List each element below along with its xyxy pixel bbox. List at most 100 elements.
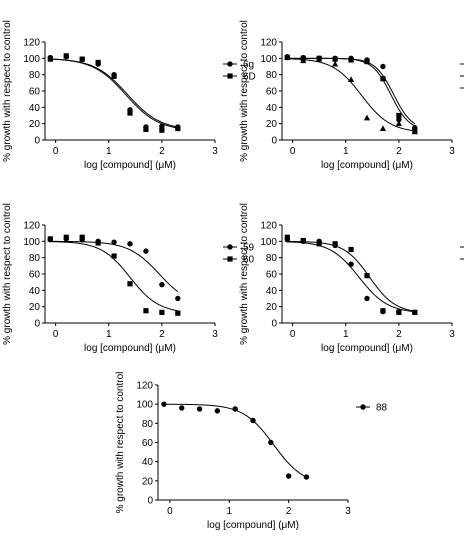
data-point-25 [380,63,386,70]
data-point-84 [396,309,402,315]
data-point-33 [300,57,307,64]
x-tick-label: 0 [290,146,296,157]
fit-curve-33 [287,58,415,132]
data-point-59 [143,248,149,254]
data-point-84 [300,237,306,244]
y-tick-label: 120 [23,38,40,49]
data-point-60 [175,310,181,316]
x-tick-label: 3 [212,146,218,157]
data-point-33 [411,128,418,135]
data-point-60 [127,281,133,287]
y-tick-label: 120 [260,38,277,49]
y-tick-label: 20 [142,476,154,487]
data-point-6D [63,53,69,59]
x-tick-label: 2 [396,329,402,340]
legend-label: 6D [243,72,256,83]
fit-curve-25 [287,57,416,125]
x-axis-title: log [compound] (μM) [84,160,176,171]
x-tick-label: 3 [212,329,218,340]
data-point-88 [303,474,310,480]
y-tick-label: 60 [29,87,41,98]
data-point-33 [284,54,291,60]
data-point-6D [127,110,133,116]
x-tick-label: 3 [345,506,351,517]
data-point-60 [95,240,101,246]
data-point-60 [111,253,117,259]
data-point-88 [250,417,256,424]
data-point-32 [348,57,354,63]
y-tick-label: 0 [271,136,277,147]
y-tick-label: 80 [29,253,41,264]
y-tick-label: 60 [29,270,41,281]
y-axis-title: % growth with respect to control [2,203,13,345]
chart-panel-4: 0 20 40 60 80 100 120 0 1 2 3 log [compound] (μM) % … [239,203,464,354]
y-tick-label: 0 [34,319,40,330]
x-tick-label: 0 [53,329,59,340]
data-point-32 [380,76,386,82]
legend-marker-6g [227,61,233,67]
x-tick-label: 2 [396,146,402,157]
y-tick-label: 80 [266,253,278,264]
data-point-88 [285,473,292,479]
data-point-59 [175,295,181,302]
data-point-33 [332,60,339,67]
x-tick-label: 1 [226,506,232,517]
data-point-33 [347,76,355,82]
y-axis-title: % growth with respect to control [115,372,126,514]
x-tick-label: 1 [343,329,349,340]
y-tick-label: 80 [266,70,278,81]
data-point-84 [332,241,338,247]
y-tick-label: 100 [136,400,153,411]
data-point-6D [47,56,53,62]
data-point-6D [143,126,149,132]
data-point-76 [348,261,354,267]
data-point-25 [396,116,402,123]
data-point-59 [111,239,117,245]
fit-curve-60 [50,241,178,312]
data-point-76 [364,295,370,302]
y-tick-label: 60 [266,270,278,281]
chart-panel-5: 0 20 40 60 80 100 120 0 1 2 3 log [compound] (μM) % … [115,372,388,531]
x-axis-title: log [compound] (μM) [321,343,413,354]
data-point-84 [348,246,354,253]
y-tick-label: 20 [29,119,41,130]
x-tick-label: 0 [167,506,173,517]
x-tick-label: 3 [449,146,455,157]
fit-curve-88 [163,403,307,478]
y-tick-label: 100 [260,54,277,65]
x-tick-label: 2 [159,146,165,157]
y-tick-label: 40 [142,457,154,468]
y-tick-label: 80 [29,70,41,81]
legend-marker-6D [227,73,233,79]
y-tick-label: 20 [266,119,278,130]
x-tick-label: 0 [53,146,59,157]
data-point-88 [161,401,167,407]
data-point-60 [79,234,85,240]
x-tick-label: 2 [286,506,292,517]
legend-label: 88 [376,403,388,414]
fit-curve-84 [287,240,415,312]
x-axis-title: log [compound] (μM) [321,160,413,171]
y-tick-label: 40 [266,286,278,297]
y-tick-label: 100 [23,54,40,65]
chart-panel-1: 0 20 40 60 80 100 120 0 1 2 3 log [compound] (μM) % … [2,20,256,171]
x-tick-label: 2 [159,329,165,340]
data-point-6D [159,127,165,133]
y-tick-label: 40 [29,103,41,114]
data-point-88 [214,408,221,414]
legend-label: 60 [243,255,255,266]
y-axis-title: % growth with respect to control [239,20,250,162]
data-point-6D [175,125,181,132]
x-axis-title: log [compound] (μM) [207,520,299,531]
y-tick-label: 80 [142,419,154,430]
y-tick-label: 120 [23,221,40,232]
data-point-60 [159,309,165,315]
y-tick-label: 100 [260,237,277,248]
data-point-6D [111,73,117,79]
data-point-88 [179,405,185,411]
y-axis-title: % growth with respect to control [239,203,250,345]
x-axis-title: log [compound] (μM) [84,343,176,354]
fit-curve-6g [50,58,178,128]
x-tick-label: 1 [343,146,349,157]
